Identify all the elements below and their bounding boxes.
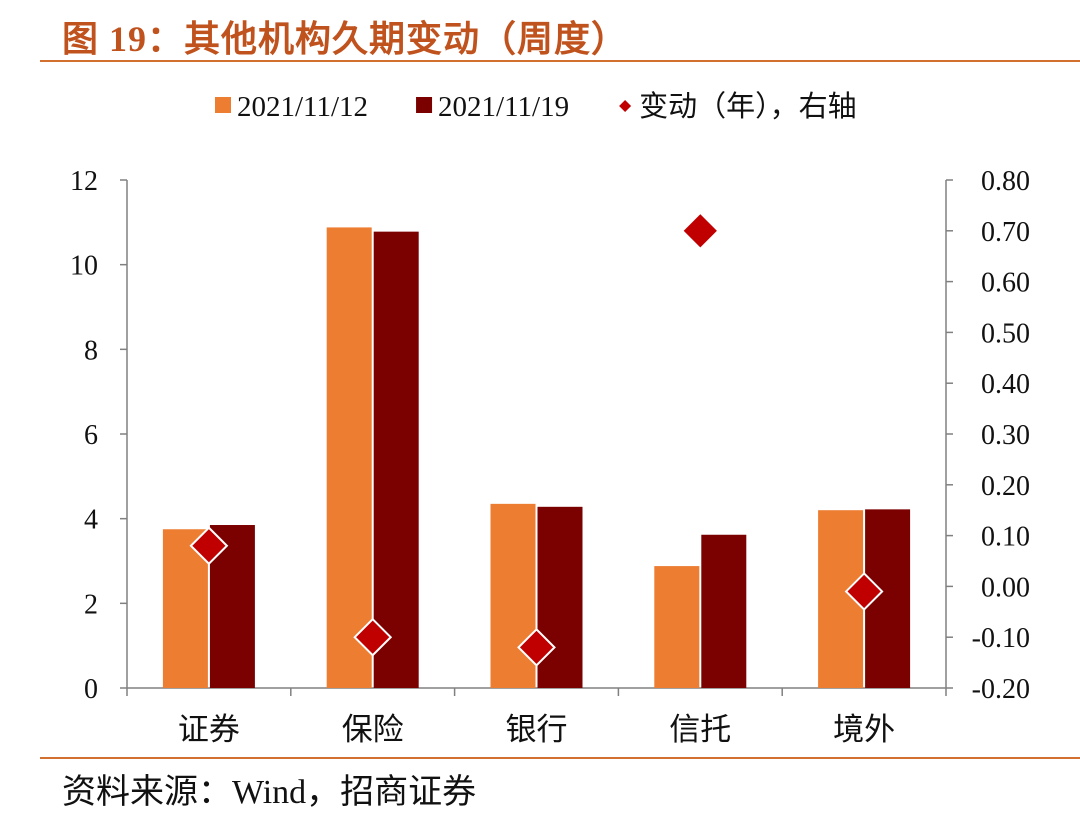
source-note: 资料来源：Wind，招商证券 (62, 774, 477, 811)
markers (189, 211, 884, 667)
bar (537, 506, 583, 688)
right-tick-label: 0.80 (981, 166, 1030, 197)
bar (654, 566, 700, 688)
x-tick-label: 境外 (833, 712, 895, 747)
left-tick-label: 0 (84, 674, 98, 705)
right-tick-label: 0.10 (981, 522, 1030, 553)
legend-swatch (619, 100, 632, 112)
source-rule (40, 757, 1080, 759)
chart: 2021/11/12 2021/11/19 变动（年），右轴 0 2 4 6 8 10 12 -0… (70, 90, 1030, 747)
x-tick-label: 银行 (506, 712, 568, 747)
left-tick-label: 2 (84, 589, 98, 620)
bars (162, 227, 911, 688)
bar (490, 503, 536, 688)
x-tick-label: 证券 (178, 712, 240, 747)
legend-label: 2021/11/19 (438, 91, 569, 123)
left-tick-label: 4 (84, 505, 98, 536)
left-tick-label: 6 (84, 420, 98, 451)
right-tick-label: -0.20 (972, 674, 1030, 705)
left-tick-label: 12 (70, 166, 98, 197)
legend: 2021/11/12 2021/11/19 变动（年），右轴 (215, 90, 857, 123)
bar (701, 534, 747, 688)
diamond-marker (353, 617, 393, 657)
axes: 0 2 4 6 8 10 12 -0.20 -0.10 0.00 0.10 0.20 0.30 0.40 0… (70, 166, 1030, 747)
left-tick-label: 8 (84, 335, 98, 366)
bar (326, 227, 372, 688)
right-tick-label: 0.60 (981, 268, 1030, 299)
right-tick-label: 0.30 (981, 420, 1030, 451)
legend-swatch (416, 97, 433, 113)
right-tick-label: 0.50 (981, 318, 1030, 349)
legend-label: 变动（年），右轴 (639, 90, 857, 123)
x-tick-label: 信托 (669, 712, 731, 747)
right-tick-label: 0.70 (981, 217, 1030, 248)
right-tick-label: 0.40 (981, 369, 1030, 400)
x-tick-label: 保险 (342, 712, 404, 747)
right-tick-label: 0.00 (981, 572, 1030, 603)
diamond-marker (844, 572, 884, 611)
figure-title: 图 19：其他机构久期变动（周度） (62, 19, 629, 59)
legend-label: 2021/11/12 (237, 91, 368, 123)
diamond-marker (517, 627, 556, 667)
right-tick-label: 0.20 (981, 471, 1030, 502)
diamond-marker (680, 211, 720, 251)
left-tick-label: 10 (70, 251, 98, 282)
right-tick-label: -0.10 (972, 623, 1030, 654)
title-rule (40, 60, 1080, 62)
diamond-marker (189, 526, 229, 566)
legend-swatch (215, 97, 231, 113)
bar (373, 231, 419, 688)
